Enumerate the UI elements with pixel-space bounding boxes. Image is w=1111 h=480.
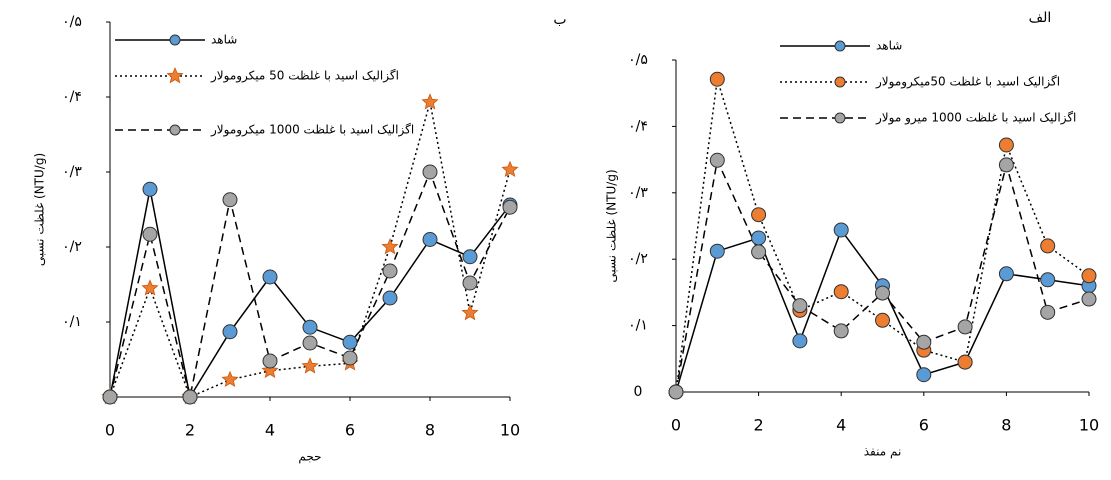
x-tick-label: 4 [836, 416, 846, 435]
y-tick-label: ۰/۵ [62, 14, 82, 30]
series-line [675, 228, 1090, 393]
x-tick-label: 4 [265, 421, 275, 440]
data-point [222, 324, 238, 340]
data-point [502, 199, 518, 215]
x-axis-label: نم منفذ [864, 445, 902, 459]
data-point [957, 354, 973, 370]
data-point [1081, 291, 1097, 307]
y-tick-label: ۰/۲ [628, 251, 648, 267]
data-point [1040, 272, 1056, 288]
legend-label: شاهد [211, 33, 237, 47]
data-point [102, 389, 118, 405]
data-point [792, 333, 808, 349]
data-point [998, 266, 1014, 282]
data-point [751, 207, 767, 223]
data-point [751, 230, 767, 246]
legend-label: اگزالیک اسید با غلظت 1000 میکرومولار [210, 123, 414, 138]
data-point [422, 164, 438, 180]
data-point [142, 181, 158, 197]
data-point [342, 334, 358, 350]
series-line [109, 102, 511, 399]
data-point [916, 367, 932, 383]
x-tick-label: 10 [1079, 416, 1099, 435]
x-tick-label: 8 [425, 421, 435, 440]
data-point [501, 160, 519, 178]
legend-label: اگزالیک اسید با غلظت 50 میکرومولار [210, 69, 399, 84]
data-point [1081, 268, 1097, 284]
y-tick-label: ۰/۴ [62, 89, 82, 105]
y-tick-label: ۰/۱ [628, 318, 648, 334]
x-tick-label: 10 [500, 421, 520, 440]
x-tick-label: 8 [1001, 416, 1011, 435]
data-point [302, 335, 318, 351]
legend-marker [166, 66, 184, 84]
data-point [221, 370, 239, 388]
y-tick-label: ۰/۴ [628, 118, 648, 134]
y-tick-label: ۰/۱ [62, 314, 82, 330]
data-point [382, 263, 398, 279]
data-point [141, 279, 159, 296]
data-point [342, 350, 358, 366]
data-point [381, 237, 399, 255]
data-point [957, 319, 973, 335]
series-line [675, 79, 1090, 393]
legend-marker [834, 76, 846, 88]
x-tick-label: 6 [345, 421, 355, 440]
data-point [1040, 238, 1056, 254]
legend-label: اگزالیک اسید با غلظت 1000 میرو مولار [875, 111, 1076, 126]
data-point [916, 334, 932, 350]
legend-label: شاهد [876, 39, 902, 53]
panel-label: الف [1029, 10, 1052, 26]
data-point [751, 244, 767, 260]
y-tick-label: ۰/۳ [628, 185, 648, 201]
legend-marker [169, 124, 181, 136]
data-point [222, 192, 238, 208]
data-point [421, 93, 439, 110]
data-point [792, 298, 808, 314]
data-point [422, 232, 438, 247]
data-point [262, 269, 278, 285]
x-tick-label: 0 [671, 416, 681, 435]
data-point [302, 319, 318, 335]
data-point [875, 285, 890, 301]
y-axis-label: غلظت نسبی (NTU/g) [33, 153, 47, 266]
y-tick-label: ۰/۲ [62, 239, 82, 255]
data-point [833, 323, 849, 339]
legend-label: اگزالیک اسید با غلظت 50میکرومولار [875, 75, 1060, 90]
data-point [709, 152, 725, 168]
data-point [709, 243, 725, 259]
x-tick-label: 2 [754, 416, 764, 435]
y-axis-label: غلظت نسبی (NTU/g) [605, 169, 619, 282]
x-tick-label: 0 [105, 421, 115, 440]
data-point [833, 222, 849, 238]
data-point [382, 290, 398, 306]
legend-marker [834, 112, 846, 124]
legend-marker [169, 34, 181, 46]
data-point [262, 353, 278, 369]
data-point [833, 284, 849, 300]
data-point [261, 361, 279, 379]
x-tick-label: 2 [185, 421, 195, 440]
data-point [875, 312, 890, 328]
data-point [461, 303, 479, 321]
y-tick-label: ۰/۵ [628, 52, 648, 68]
data-point [462, 249, 478, 265]
data-point [998, 137, 1014, 153]
x-axis-label: حجم [298, 450, 321, 464]
x-tick-label: 6 [919, 416, 929, 435]
data-point [998, 157, 1014, 173]
data-point [301, 357, 319, 374]
data-point [142, 226, 158, 242]
data-point [1040, 304, 1056, 320]
y-tick-label: 0 [634, 384, 643, 400]
data-point [709, 71, 725, 87]
data-point [668, 384, 684, 400]
data-point [182, 389, 198, 405]
y-tick-label: ۰/۳ [62, 164, 82, 180]
legend-marker [834, 40, 846, 52]
panel-label: ب [553, 12, 566, 28]
data-point [462, 275, 478, 291]
